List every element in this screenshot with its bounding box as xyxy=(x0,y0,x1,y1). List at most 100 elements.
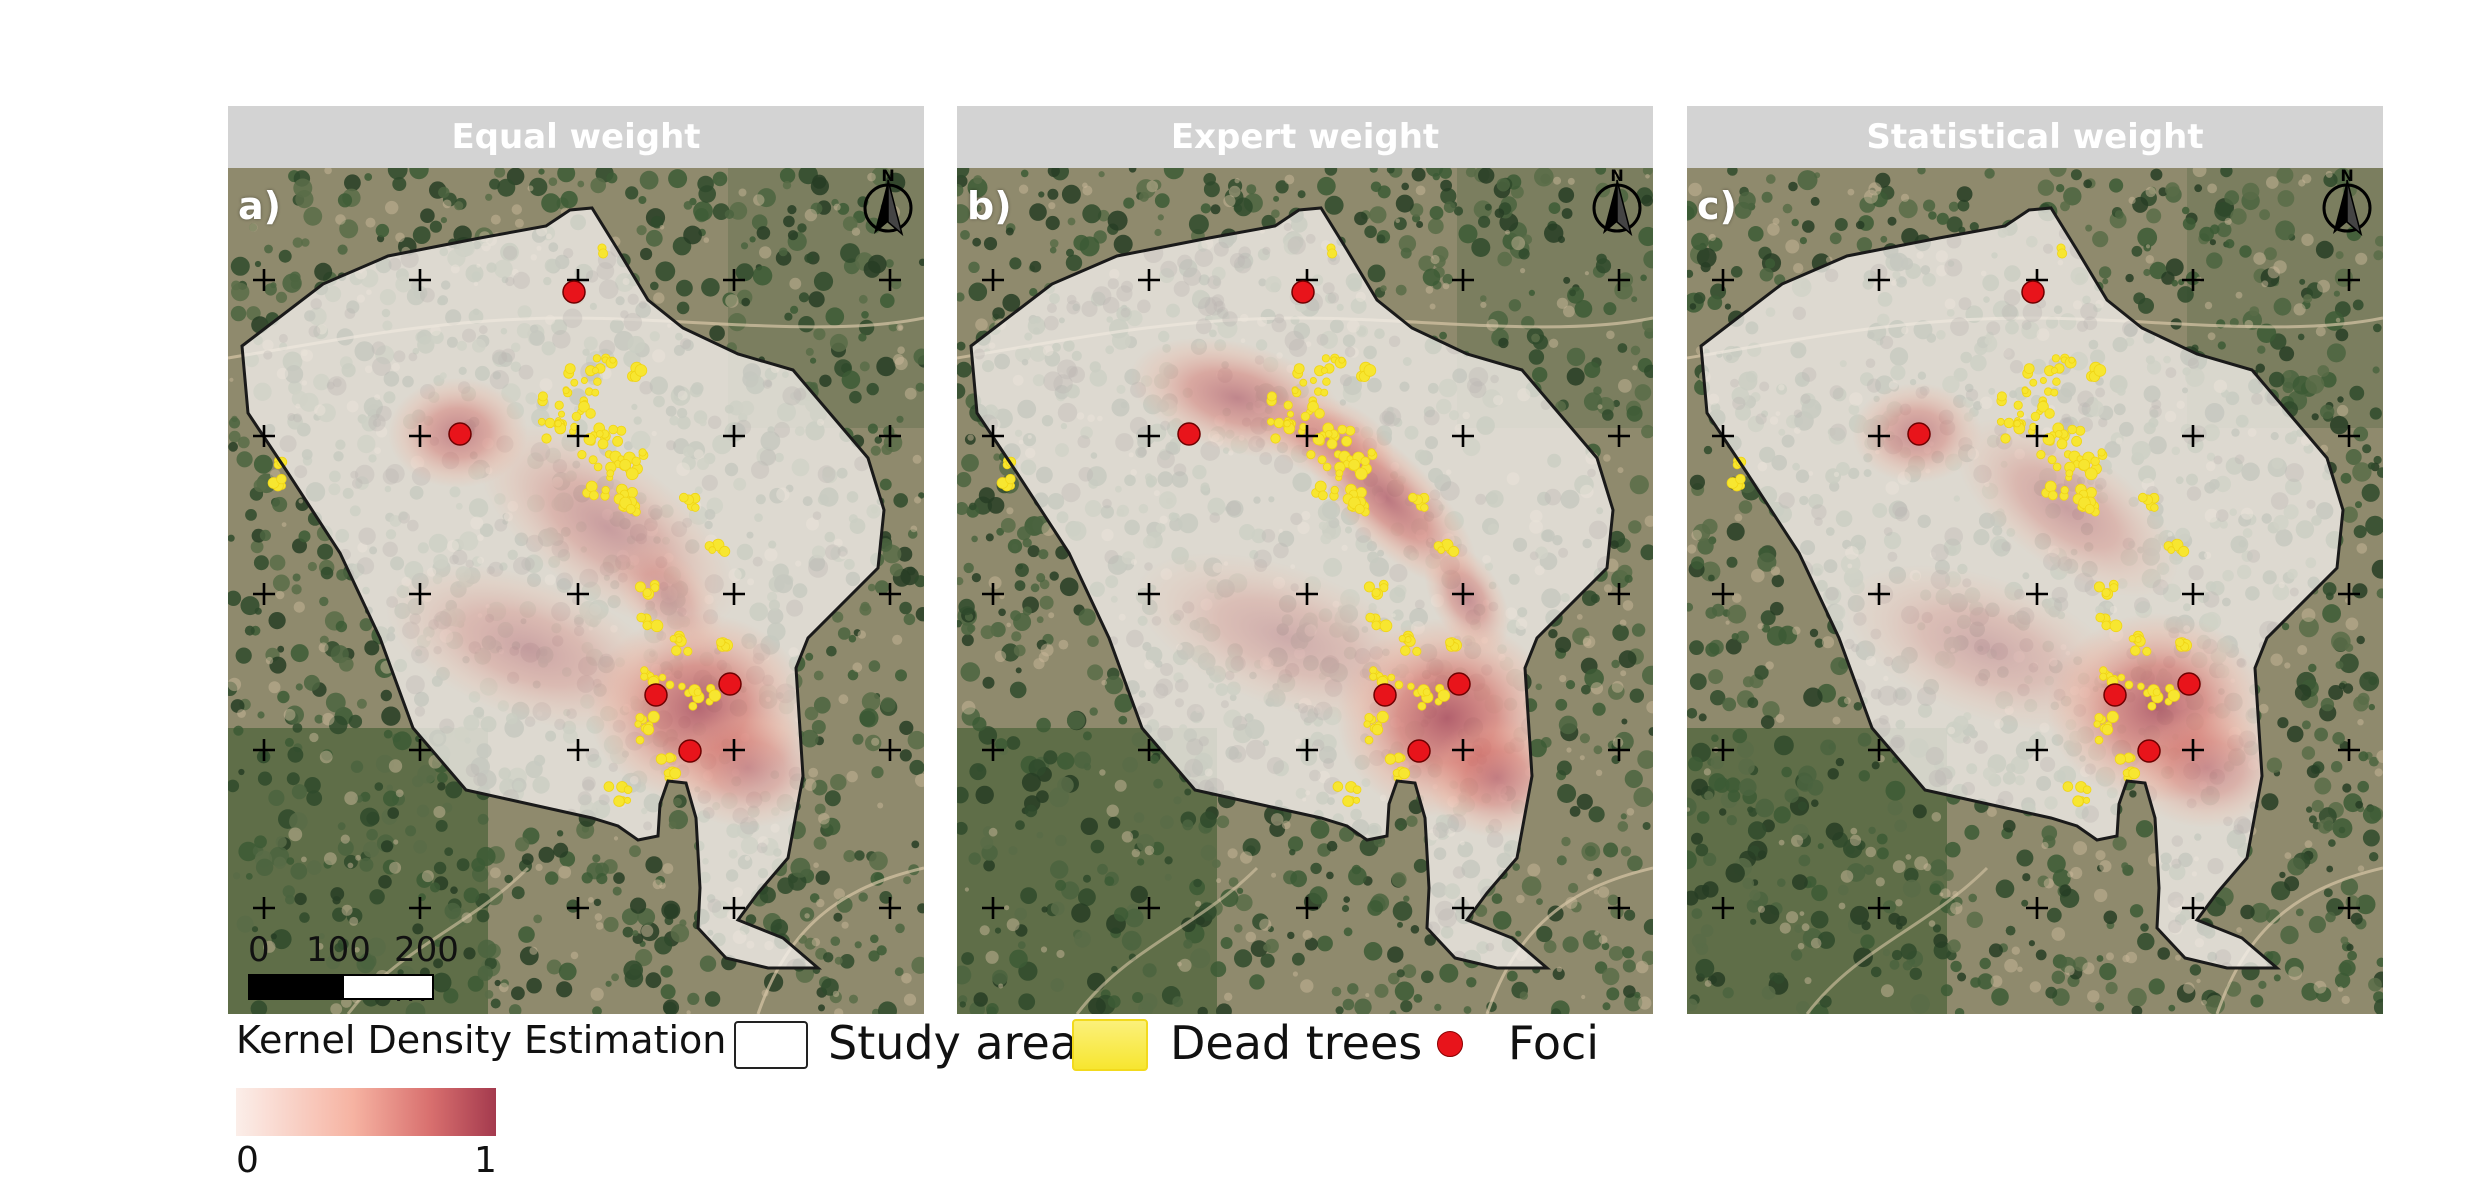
dead-tree-patch xyxy=(2178,545,2190,557)
dead-tree-patch xyxy=(591,388,600,397)
grid-cross xyxy=(567,583,589,605)
map-canvas[interactable]: N xyxy=(228,168,924,1014)
kde-hotspot xyxy=(668,708,828,828)
legend-study-area-label: Study area xyxy=(828,1016,1079,1070)
dead-tree-patch xyxy=(276,473,287,485)
kde-surface xyxy=(1844,383,2287,828)
grid-cross xyxy=(2338,269,2360,291)
scale-label-0: 0 xyxy=(248,930,270,970)
dead-tree-patch xyxy=(1293,363,1305,375)
dead-tree-patch xyxy=(616,425,627,436)
dead-tree-patch xyxy=(625,467,639,481)
dead-tree-patch xyxy=(588,455,598,465)
dead-tree-patch xyxy=(2137,682,2145,691)
dead-tree-patch xyxy=(2057,248,2068,259)
dead-tree-patch xyxy=(1321,354,1330,363)
dead-tree-patch xyxy=(578,400,590,413)
dead-tree-patch xyxy=(2054,430,2063,438)
map-canvas[interactable]: N xyxy=(957,168,1653,1014)
grid-cross xyxy=(723,269,745,291)
dead-tree-patch xyxy=(2072,795,2084,807)
kde-hotspot xyxy=(2127,708,2287,828)
grid-cross xyxy=(1608,897,1630,919)
dead-tree-patch xyxy=(608,424,619,435)
dead-tree-patch xyxy=(2036,449,2046,460)
dead-tree-patch xyxy=(593,462,603,472)
legend-foci-label: Foci xyxy=(1508,1016,1600,1070)
dead-tree-patch xyxy=(1341,435,1353,447)
dead-tree-patch xyxy=(1286,410,1294,418)
dead-tree-patch xyxy=(606,469,615,478)
dead-tree-patch xyxy=(626,486,638,498)
dead-tree-patch xyxy=(2044,408,2055,419)
dead-tree-patch xyxy=(2062,781,2074,792)
dead-tree-patch xyxy=(624,796,632,804)
dead-tree-patch xyxy=(2037,400,2049,413)
dead-tree-patch xyxy=(678,682,686,691)
dead-tree-patch xyxy=(1314,480,1327,493)
panel-letter: a) xyxy=(238,184,282,228)
grid-cross xyxy=(1452,583,1474,605)
dead-tree-patch xyxy=(1324,430,1333,438)
dead-tree-patch xyxy=(1273,417,1285,429)
grid-cross xyxy=(253,425,275,447)
dead-tree-patch xyxy=(554,400,564,410)
grid-cross xyxy=(1608,269,1630,291)
north-label: N xyxy=(1610,168,1623,185)
grid-cross xyxy=(1868,897,1890,919)
dead-tree-patch xyxy=(537,391,548,402)
dead-tree-patch xyxy=(1320,366,1328,374)
dead-tree-patch xyxy=(642,588,652,598)
dead-tree-patch xyxy=(585,480,598,493)
dead-tree-patch xyxy=(2175,637,2185,647)
dead-tree-patch xyxy=(1448,545,1460,557)
dead-tree-patch xyxy=(1420,503,1429,512)
dead-tree-patch xyxy=(585,408,596,419)
focus-point xyxy=(1291,280,1315,304)
grid-cross xyxy=(1868,425,1890,447)
grid-cross xyxy=(1868,583,1890,605)
dead-tree-patch xyxy=(688,701,698,711)
dead-tree-patch xyxy=(2023,363,2035,375)
map-canvas[interactable]: N xyxy=(1687,168,2383,1014)
dead-tree-patch xyxy=(2013,400,2023,410)
dead-tree-patch xyxy=(2051,354,2060,363)
map-panel-equal-weight: Equal weight N a) xyxy=(228,106,924,1014)
dead-tree-patch xyxy=(541,433,552,444)
dead-tree-patch xyxy=(1422,688,1431,697)
dead-tree-patch xyxy=(557,410,565,418)
scale-bar: 0 100 200 m xyxy=(248,930,459,1010)
dead-tree-patch xyxy=(591,366,599,374)
dead-tree-patch xyxy=(1437,689,1451,702)
dead-tree-patch xyxy=(2167,689,2181,702)
dead-tree-patch xyxy=(2052,377,2061,386)
dead-tree-patch xyxy=(2029,378,2038,387)
dead-tree-patch xyxy=(1445,637,1455,647)
dead-tree-patch xyxy=(2097,448,2106,457)
grid-cross xyxy=(2338,897,2360,919)
focus-point xyxy=(1177,422,1201,446)
study-area-boundary xyxy=(969,206,1615,970)
grid-cross xyxy=(1712,425,1734,447)
dead-tree-patch xyxy=(2000,433,2011,444)
grid-cross xyxy=(879,897,901,919)
dead-tree-patch xyxy=(570,378,579,387)
dead-tree-patch xyxy=(1379,619,1393,633)
dead-tree-patch xyxy=(2039,376,2047,384)
grid-cross xyxy=(2182,425,2204,447)
grid-cross xyxy=(723,739,745,761)
dead-trees-layer xyxy=(1726,243,2193,807)
scale-bar-black-segment xyxy=(248,974,344,1000)
dead-tree-patch xyxy=(642,723,655,736)
grid-cross xyxy=(2026,425,2048,447)
dead-tree-patch xyxy=(2060,485,2069,495)
dead-tree-patch xyxy=(650,583,660,593)
grid-cross xyxy=(2338,583,2360,605)
grid-cross xyxy=(1608,583,1630,605)
dead-tree-patch xyxy=(2030,411,2041,422)
dead-tree-patch xyxy=(1407,682,1415,691)
grid-cross xyxy=(2026,739,2048,761)
focus-point xyxy=(1373,683,1397,707)
dead-tree-patch xyxy=(2128,635,2137,643)
dead-tree-patch xyxy=(636,612,647,623)
